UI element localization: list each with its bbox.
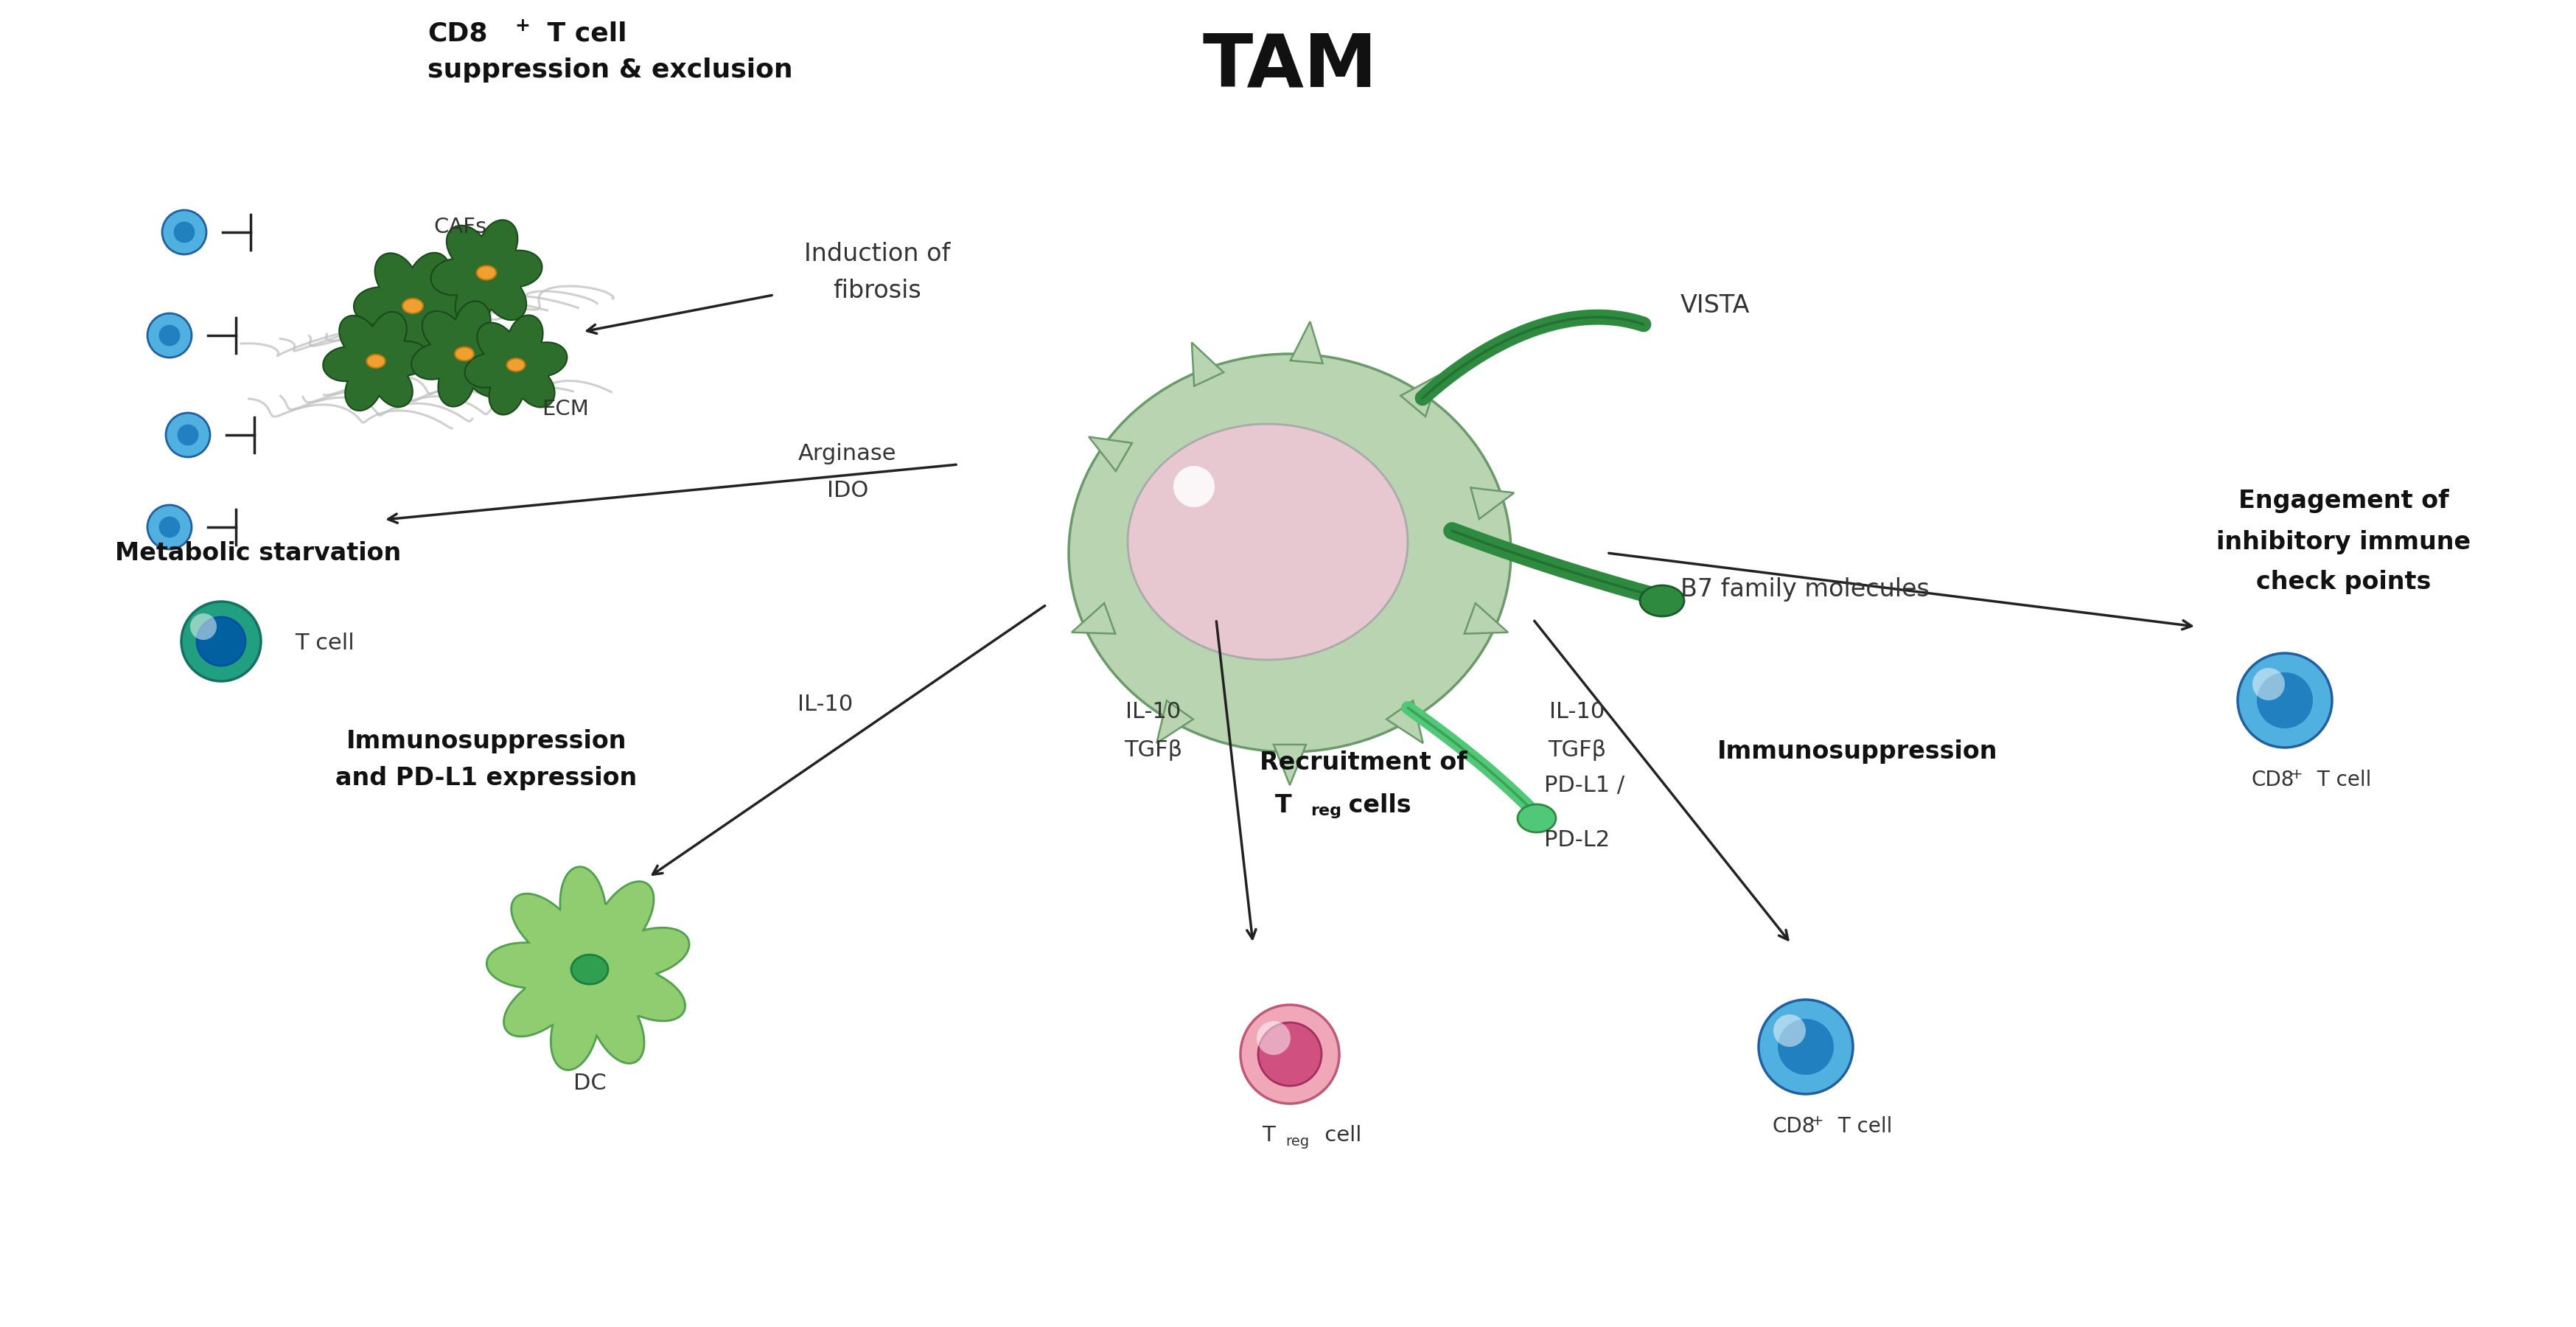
Circle shape: [147, 313, 191, 357]
Text: Recruitment of: Recruitment of: [1260, 751, 1468, 775]
Polygon shape: [1386, 701, 1422, 743]
Circle shape: [1175, 466, 1216, 507]
Text: DC: DC: [572, 1074, 605, 1095]
Text: T cell: T cell: [1832, 1116, 1893, 1137]
Polygon shape: [1157, 701, 1193, 743]
Ellipse shape: [477, 265, 497, 280]
Text: reg: reg: [1311, 804, 1342, 819]
Text: TGFβ: TGFβ: [1123, 740, 1182, 762]
Circle shape: [2257, 673, 2313, 729]
Polygon shape: [430, 220, 541, 325]
Text: cells: cells: [1340, 792, 1412, 817]
Text: +: +: [515, 17, 531, 35]
Text: IL-10: IL-10: [1126, 701, 1182, 722]
Polygon shape: [1401, 376, 1440, 417]
Text: CD8: CD8: [428, 21, 487, 45]
Polygon shape: [487, 867, 690, 1070]
Circle shape: [147, 506, 191, 549]
Text: CD8: CD8: [2251, 770, 2295, 791]
Polygon shape: [1463, 604, 1507, 634]
Circle shape: [1242, 1005, 1340, 1104]
Circle shape: [1759, 999, 1852, 1093]
Ellipse shape: [507, 358, 526, 372]
Ellipse shape: [572, 954, 608, 985]
Circle shape: [191, 613, 216, 640]
Polygon shape: [1072, 604, 1115, 634]
Polygon shape: [1090, 437, 1131, 471]
Ellipse shape: [456, 348, 474, 361]
Circle shape: [160, 325, 180, 346]
Text: fibrosis: fibrosis: [832, 279, 922, 304]
Text: Arginase: Arginase: [799, 443, 896, 464]
Circle shape: [1777, 1019, 1834, 1075]
Text: Induction of: Induction of: [804, 242, 951, 267]
Text: Metabolic starvation: Metabolic starvation: [116, 541, 402, 565]
Polygon shape: [464, 314, 567, 415]
Ellipse shape: [1128, 423, 1406, 660]
Circle shape: [2251, 667, 2285, 701]
Text: PD-L1 /: PD-L1 /: [1543, 775, 1625, 796]
Text: Immunosuppression: Immunosuppression: [345, 729, 626, 754]
Text: CAFs: CAFs: [433, 216, 487, 238]
Text: CD8: CD8: [1772, 1116, 1816, 1137]
Text: IDO: IDO: [827, 479, 868, 500]
Text: inhibitory immune: inhibitory immune: [2215, 529, 2470, 555]
Text: reg: reg: [1285, 1135, 1309, 1148]
Polygon shape: [1273, 744, 1306, 786]
Circle shape: [160, 516, 180, 537]
Text: T: T: [1262, 1125, 1275, 1145]
Text: B7 family molecules: B7 family molecules: [1680, 577, 1929, 602]
Polygon shape: [1193, 342, 1224, 386]
Text: Immunosuppression: Immunosuppression: [1718, 740, 1996, 764]
Circle shape: [178, 425, 198, 446]
Text: ECM: ECM: [541, 399, 590, 419]
Circle shape: [196, 617, 245, 666]
Text: suppression & exclusion: suppression & exclusion: [428, 57, 793, 82]
Circle shape: [165, 413, 211, 456]
Text: TAM: TAM: [1203, 31, 1378, 102]
Circle shape: [1772, 1014, 1806, 1047]
Ellipse shape: [1641, 585, 1685, 616]
Circle shape: [173, 222, 196, 243]
Text: and PD-L1 expression: and PD-L1 expression: [335, 766, 636, 790]
Text: T cell: T cell: [294, 632, 355, 654]
Text: Engagement of: Engagement of: [2239, 490, 2450, 514]
Text: check points: check points: [2257, 571, 2432, 594]
Circle shape: [1257, 1023, 1321, 1085]
Circle shape: [180, 601, 260, 681]
Text: T: T: [1275, 792, 1291, 817]
Polygon shape: [412, 301, 518, 406]
Circle shape: [2239, 653, 2331, 747]
Text: T cell: T cell: [2311, 770, 2372, 791]
Text: IL-10: IL-10: [1551, 701, 1605, 722]
Text: VISTA: VISTA: [1680, 293, 1749, 318]
Text: IL-10: IL-10: [799, 694, 853, 715]
Polygon shape: [1291, 321, 1321, 364]
Text: +: +: [2290, 767, 2303, 782]
Ellipse shape: [1517, 804, 1556, 832]
Polygon shape: [353, 252, 471, 360]
Text: T cell: T cell: [538, 21, 626, 45]
Ellipse shape: [402, 299, 422, 313]
Text: +: +: [1811, 1113, 1824, 1128]
Polygon shape: [1471, 487, 1515, 519]
Circle shape: [1257, 1020, 1291, 1055]
Text: PD-L2: PD-L2: [1543, 829, 1610, 851]
Ellipse shape: [1069, 354, 1512, 752]
Text: cell: cell: [1319, 1125, 1363, 1145]
Circle shape: [162, 210, 206, 255]
Ellipse shape: [366, 354, 386, 368]
Text: TGFβ: TGFβ: [1548, 740, 1607, 762]
Polygon shape: [322, 312, 428, 410]
